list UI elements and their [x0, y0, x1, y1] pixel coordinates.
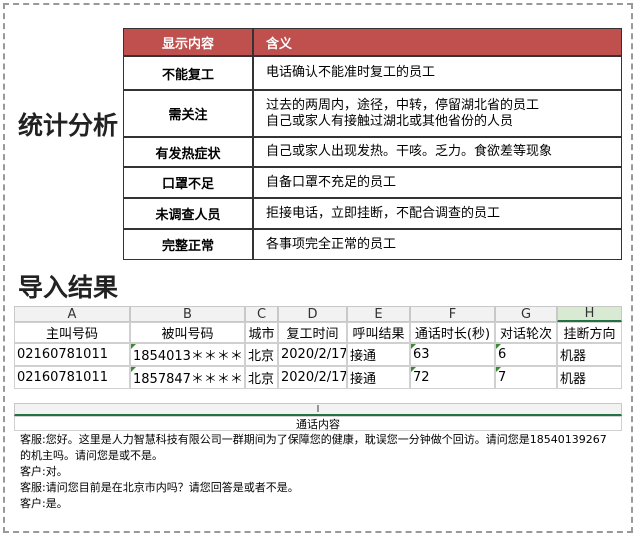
header-cell: 对话轮次	[495, 322, 557, 343]
sheet-cell: 接通	[347, 343, 410, 366]
header-cell: 挂断方向	[557, 322, 622, 343]
sheet-cell: 02160781011	[14, 343, 130, 366]
transcript-line: 客户:对。	[20, 465, 68, 478]
section-title: 统计分析	[18, 111, 119, 140]
sheet-cell: 北京	[245, 343, 278, 366]
column-letter: E	[347, 306, 410, 322]
sheet-cell: 机器	[557, 366, 622, 389]
sheet-cell: 接通	[347, 366, 410, 389]
table-cell: 需关注	[123, 90, 253, 137]
table-cell: 未调查人员	[123, 198, 253, 229]
table-cell: 自备口罩不充足的员工	[253, 167, 622, 198]
column-letter: A	[14, 306, 130, 322]
sheet-cell: 6	[495, 343, 557, 366]
table-cell: 电话确认不能准时复工的员工	[253, 56, 622, 90]
transcript: 客服:您好。这里是人力智慧科技有限公司一群期间为了保障您的健康，耽误您一分钟做个…	[14, 432, 622, 530]
column-letter: D	[278, 306, 347, 322]
sheet-cell: 63	[410, 343, 495, 366]
table-cell: 口罩不足	[123, 167, 253, 198]
table-cell: 各事项完全正常的员工	[253, 229, 622, 260]
column-letter: B	[130, 306, 245, 322]
sheet-cell: 1857847＊＊＊＊	[130, 366, 245, 389]
table-cell: 不能复工	[123, 56, 253, 90]
table-cell: 有发热症状	[123, 137, 253, 167]
table-header: 显示内容	[123, 28, 253, 56]
frame	[3, 3, 633, 533]
column-letter: F	[410, 306, 495, 322]
table-header: 含义	[253, 28, 622, 56]
table-cell: 自己或家人出现发热。干咳。乏力。食欲差等现象	[253, 137, 622, 167]
table-cell: 拒接电话，立即挂断，不配合调查的员工	[253, 198, 622, 229]
header-cell: 通话内容	[14, 416, 622, 431]
header-cell: 主叫号码	[14, 322, 130, 343]
table-cell: 完整正常	[123, 229, 253, 260]
sheet-cell: 7	[495, 366, 557, 389]
header-cell: 被叫号码	[130, 322, 245, 343]
header-cell: 通话时长(秒)	[410, 322, 495, 343]
section-title: 导入结果	[18, 273, 119, 302]
column-letter: I	[14, 403, 622, 416]
header-cell: 城市	[245, 322, 278, 343]
transcript-line: 客服:请问您目前是在北京市内吗？请您回答是或者不是。	[20, 481, 299, 494]
header-cell: 呼叫结果	[347, 322, 410, 343]
sheet-cell: 机器	[557, 343, 622, 366]
transcript-line: 客服:您好。这里是人力智慧科技有限公司一群期间为了保障您的健康，耽误您一分钟做个…	[20, 433, 607, 462]
column-letter: G	[495, 306, 557, 322]
sheet-cell: 2020/2/17	[278, 343, 347, 366]
sheet-cell: 北京	[245, 366, 278, 389]
header-cell: 复工时间	[278, 322, 347, 343]
sheet-cell: 2020/2/17	[278, 366, 347, 389]
transcript-line: 客户:是。	[20, 497, 68, 510]
table-cell: 过去的两周内，途径，中转，停留湖北省的员工 自己或家人有接触过湖北或其他省份的人…	[253, 90, 622, 137]
sheet-cell: 1854013＊＊＊＊	[130, 343, 245, 366]
column-letter: H	[557, 306, 622, 322]
sheet-cell: 72	[410, 366, 495, 389]
sheet-cell: 02160781011	[14, 366, 130, 389]
column-letter: C	[245, 306, 278, 322]
